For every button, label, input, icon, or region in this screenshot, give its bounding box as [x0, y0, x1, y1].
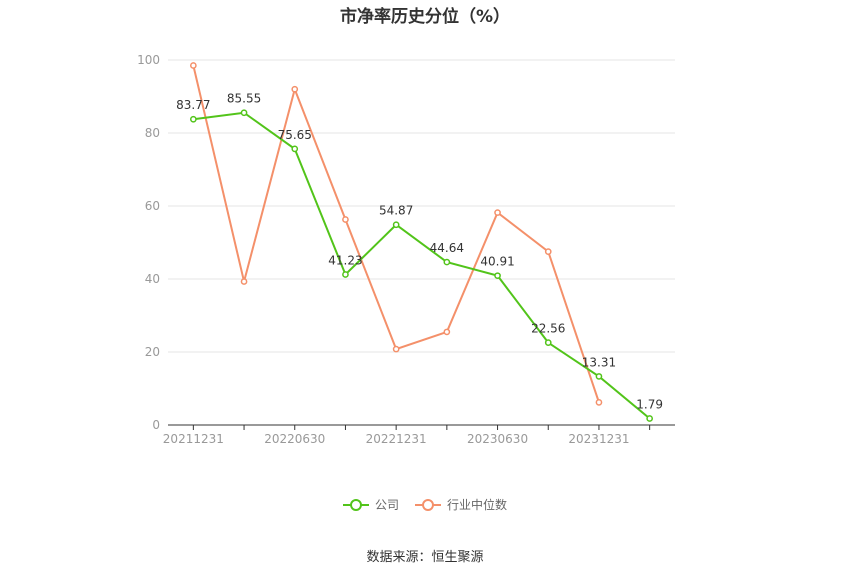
legend-label-company: 公司: [374, 498, 399, 512]
series-0-point-20230331[interactable]: [443, 258, 451, 266]
legend-marker-industry-icon: [415, 498, 441, 512]
series-line-0: [193, 111, 651, 420]
data-source: 数据来源：恒生聚源: [366, 550, 484, 565]
series-0-point-20240331[interactable]: [646, 415, 654, 422]
y-tick-label-40: 40: [145, 272, 160, 286]
series-1-point-20230930[interactable]: [544, 248, 552, 255]
series-1-point-20220930[interactable]: [342, 216, 349, 223]
legend-item-company[interactable]: 公司: [342, 496, 399, 513]
x-tick-label-20231231: 20231231: [568, 432, 629, 446]
y-tick-label-0: 0: [152, 418, 160, 432]
series-0-point-20220930[interactable]: [342, 271, 349, 278]
series-1-point-20220331[interactable]: [240, 278, 248, 285]
data-label-20231231: 13.31: [582, 355, 616, 369]
y-tick-label-100: 100: [137, 53, 160, 67]
data-label-20230930: 22.56: [531, 322, 565, 336]
series-1-point-20231231[interactable]: [595, 399, 603, 406]
x-tick-label-20221231: 20221231: [366, 432, 427, 446]
legend-label-industry-median: 行业中位数: [447, 498, 508, 512]
legend-item-industry-median[interactable]: 行业中位数: [415, 496, 507, 513]
series-1-point-20230331[interactable]: [443, 328, 451, 336]
data-label-20211231: 83.77: [176, 98, 210, 112]
y-tick-label-20: 20: [145, 345, 160, 359]
data-labels: 83.77 85.55 75.65 41.23 54.87 44.64 40.91 22.56…: [176, 92, 663, 412]
data-label-20221231: 54.87: [379, 204, 413, 218]
series-0-point-20220630[interactable]: [291, 145, 299, 153]
series-0-point-20211231[interactable]: [190, 115, 197, 123]
data-label-20230630: 40.91: [480, 255, 514, 269]
series-0-point-20220331[interactable]: [240, 109, 248, 117]
y-tick-label-60: 60: [145, 199, 160, 213]
x-tick-label-20211231: 20211231: [163, 432, 224, 446]
legend-marker-company-icon: [342, 498, 369, 512]
data-label-20220930: 41.23: [328, 254, 362, 268]
data-label-20220331: 85.55: [227, 92, 261, 106]
series: [190, 62, 654, 422]
series-1-point-20221231[interactable]: [392, 345, 400, 353]
series-1-point-20220630[interactable]: [291, 85, 299, 93]
series-0-point-20230630[interactable]: [494, 272, 501, 280]
chart-title: 市净率历史分位（%）: [339, 7, 511, 27]
data-label-20230331: 44.64: [430, 241, 464, 255]
series-0-point-20230930[interactable]: [544, 339, 552, 347]
y-tick-label-80: 80: [145, 126, 160, 140]
x-tick-label-20220630: 20220630: [264, 432, 325, 446]
data-label-20220630: 75.65: [278, 128, 312, 142]
series-1-point-20230630[interactable]: [494, 209, 501, 216]
grid-lines: [168, 59, 675, 353]
series-0-point-20221231[interactable]: [392, 221, 400, 229]
legend: 公司 行业中位数: [0, 496, 850, 513]
series-0-point-20231231[interactable]: [595, 373, 603, 380]
x-tick-label-20230630: 20230630: [467, 432, 528, 446]
axes: 0 20 40 60 80 100 20211231 20220630 20221231 2023…: [137, 53, 675, 446]
data-label-20240331: 1.79: [636, 397, 663, 411]
series-1-point-20211231[interactable]: [190, 62, 197, 69]
